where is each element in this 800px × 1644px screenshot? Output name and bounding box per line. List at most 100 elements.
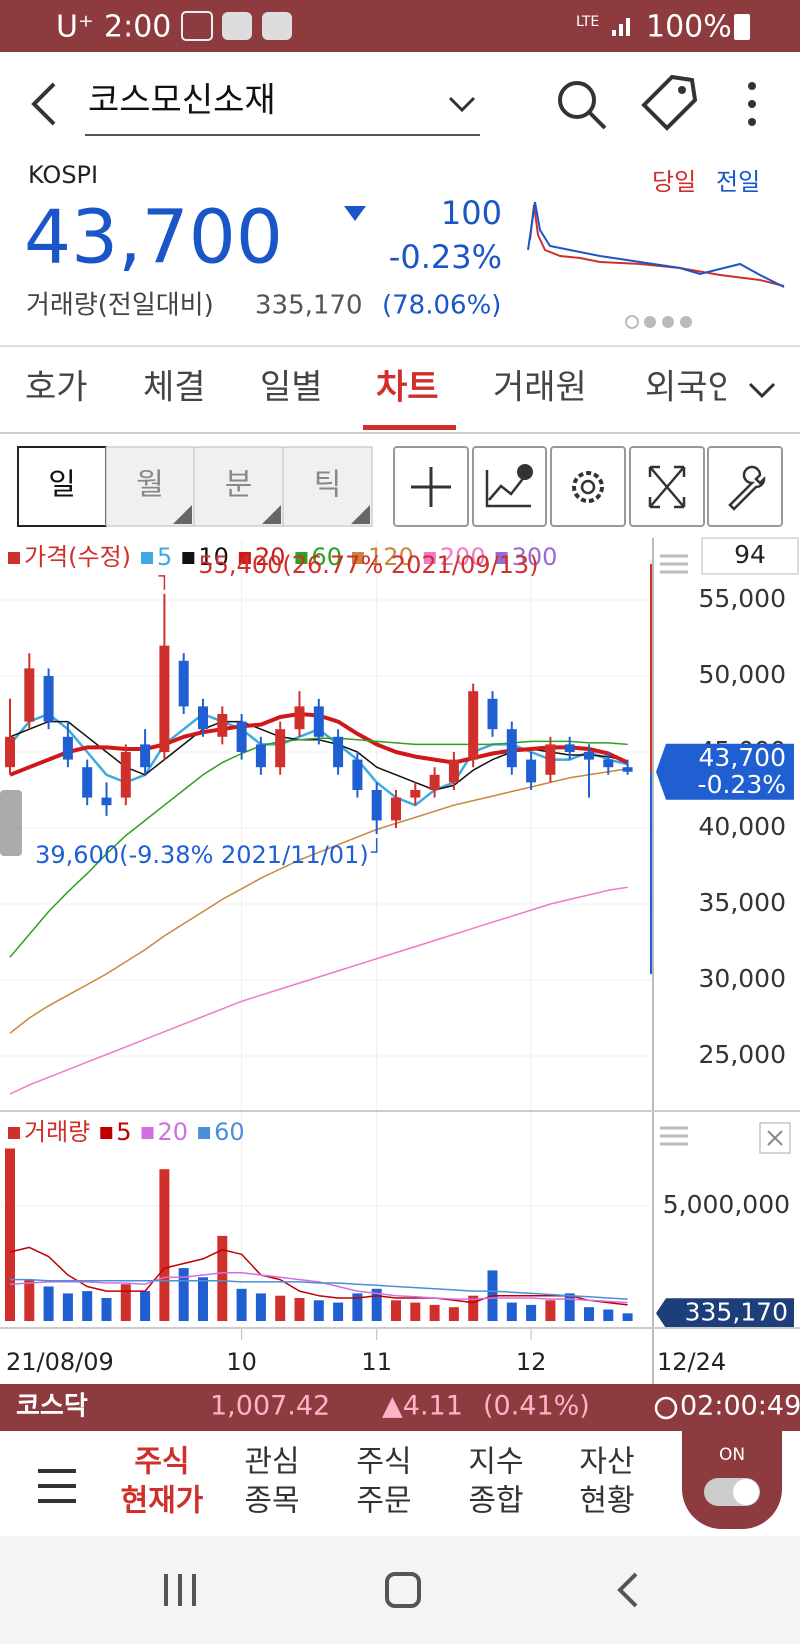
candle-body [526,759,537,783]
last-date: 12/24 [657,1348,726,1376]
legend-label: 120 [368,543,414,571]
legend-swatch [198,1127,211,1139]
volume-bar [62,1293,73,1321]
nav-label[interactable]: 주식 [356,1445,411,1480]
volume-bar [178,1268,189,1321]
volume-label: 거래량(전일대비) [26,291,214,321]
candle-body [564,744,575,752]
scroll-handle[interactable] [0,790,22,856]
period-corner [262,505,281,524]
nav-label[interactable]: 주식 [134,1445,189,1480]
volume-bar [506,1302,517,1321]
down-arrow [344,206,366,221]
recent-apps-button[interactable] [164,1574,196,1606]
y-tick-label: 25,000 [699,1040,786,1069]
carrier: U⁺ [56,10,94,45]
tab-more-button[interactable] [748,382,776,399]
stock-title[interactable]: 코스모신소재 [88,81,276,121]
volume-bar [603,1309,614,1321]
nav-label[interactable]: 관심 [244,1445,299,1480]
menu-button[interactable] [748,82,756,126]
current-price-label: 43,700 [699,743,786,772]
x-tick-label: 12 [516,1348,547,1376]
status-icon [262,12,292,40]
nav-label[interactable]: 지수 [468,1445,523,1480]
volume-bar [371,1288,382,1321]
nav-label[interactable]: 종목 [244,1484,299,1519]
y-tick-label: 35,000 [699,888,786,917]
tab[interactable]: 외국인 [645,368,739,408]
status-icon [181,11,213,41]
tag-button[interactable] [641,74,698,131]
legend-label: 5 [157,543,172,571]
tool-button[interactable] [707,446,783,527]
period-button[interactable] [282,446,373,527]
close-panel-button[interactable] [759,1122,791,1154]
high-marker [158,575,166,590]
back-button[interactable] [31,82,56,126]
legend-swatch [495,552,508,564]
legend-swatch [423,552,436,564]
period-button[interactable] [193,446,284,527]
dropdown-button[interactable] [448,96,476,113]
candle-body [5,736,15,768]
indicator-button[interactable] [472,446,547,527]
volume-bar [5,1148,15,1321]
search-button[interactable] [558,81,607,130]
y-tick-label: 30,000 [699,964,786,993]
candle-body [371,789,382,821]
home-button[interactable] [385,1572,421,1608]
volume-bar [352,1293,363,1321]
legend-label: 60 [311,543,342,571]
nav-label[interactable]: 자산 [579,1445,634,1480]
tab-bar: 호가 체결 일별 차트 거래원 외국인 [25,368,739,408]
candle-body [333,736,344,768]
period-button[interactable] [17,446,107,527]
tab[interactable]: 거래원 [493,368,587,408]
candle-body [391,797,401,821]
period-corner [173,505,192,524]
nav-label[interactable]: 현황 [579,1484,634,1519]
nav-label[interactable]: 종합 [468,1484,523,1519]
volume-bar [275,1295,286,1321]
settings-button[interactable] [550,446,626,527]
y-tick-label: 5,000,000 [663,1190,790,1219]
candle-body [410,789,421,798]
period-label: 분 [225,468,253,503]
back-nav-button[interactable] [617,1572,638,1608]
volume-bar [313,1300,324,1321]
settings-icon-core [580,479,596,495]
panel-menu[interactable] [660,554,688,1146]
nav-label[interactable]: 현재가 [121,1484,204,1519]
candle-body [24,668,35,722]
tab[interactable]: 호가 [25,368,88,408]
volume-bar [101,1297,112,1321]
ticker-change: ▲4.11 [382,1391,463,1422]
tab[interactable]: 차트 [376,368,439,408]
battery-level: 100% [646,10,732,45]
volume-bar [255,1293,266,1321]
volume-bar [294,1297,305,1321]
volume-bar [236,1288,247,1321]
tab[interactable]: 체결 [143,368,206,408]
candle-body [506,729,517,768]
current-volume-label: 335,170 [685,1297,788,1326]
period-button[interactable] [105,446,195,527]
legend-label: 300 [512,543,558,571]
legend-swatch [351,552,364,564]
tab-more-box [726,350,800,430]
menu-button[interactable] [38,1469,76,1503]
period-corner [351,505,370,524]
legend-label: 200 [440,543,486,571]
count-label: 94 [734,540,766,569]
tab[interactable]: 일별 [260,368,323,408]
candle-body [217,713,228,737]
nav-label[interactable]: 주문 [356,1484,411,1519]
x-tick-label: 10 [226,1348,257,1376]
wrench-icon [728,465,766,511]
candle-body [120,751,131,798]
tab-indicator [363,425,456,430]
low-note: 39,600(-9.38% 2021/11/01) [35,841,369,869]
legend-label: 20 [255,543,286,571]
